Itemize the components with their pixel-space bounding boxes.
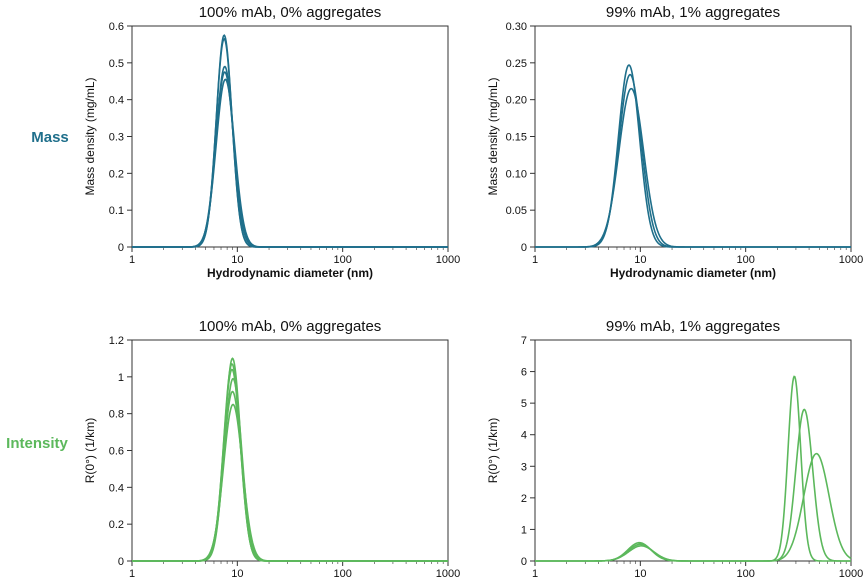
- y-tick-label: 0.20: [506, 95, 527, 107]
- series-line-1: [132, 357, 448, 562]
- y-tick-label: 0: [118, 242, 124, 254]
- series-line-4: [132, 377, 448, 562]
- row-label-intensity: Intensity: [6, 435, 68, 452]
- x-tick-label: 10: [231, 568, 243, 580]
- y-tick-label: 0.10: [506, 168, 527, 180]
- y-tick-label: 0.6: [109, 21, 124, 33]
- chart-title: 99% mAb, 1% aggregates: [606, 4, 780, 21]
- x-axis-label: Hydrodynamic diameter (nm): [207, 266, 373, 280]
- y-tick-label: 0: [521, 556, 527, 568]
- y-tick-label: 0.15: [506, 132, 527, 144]
- series-line-1: [535, 375, 851, 562]
- y-axis-label: Mass density (mg/mL): [486, 77, 500, 195]
- y-axis-label: Mass density (mg/mL): [83, 77, 97, 195]
- series-line-4: [132, 71, 448, 248]
- y-tick-label: 0.30: [506, 21, 527, 33]
- series-line-3: [132, 368, 448, 562]
- y-tick-label: 0.5: [109, 58, 124, 70]
- x-tick-label: 100: [333, 568, 351, 580]
- series-line-5: [132, 78, 448, 248]
- x-tick-label: 1: [129, 254, 135, 266]
- plot-frame: [131, 25, 449, 248]
- x-tick-label: 10: [634, 568, 646, 580]
- x-tick-label: 1000: [436, 254, 460, 266]
- x-tick-label: 1: [532, 254, 538, 266]
- y-tick-label: 4: [521, 430, 527, 442]
- chart-panel-3: 100% mAb, 0% aggregates 1 10 100 1000 0 0.2 0.4…: [83, 318, 460, 580]
- y-axis-label: R(0°) (1/km): [486, 418, 500, 483]
- plot-frame: [534, 25, 852, 248]
- y-tick-label: 6: [521, 367, 527, 379]
- x-tick-label: 1: [532, 568, 538, 580]
- chart-title: 100% mAb, 0% aggregates: [199, 4, 382, 21]
- series-line-5: [132, 390, 448, 562]
- x-tick-label: 1: [129, 568, 135, 580]
- chart-panel-1: 100% mAb, 0% aggregates 1 10 100 1000 0 0.1 0.2…: [83, 4, 460, 280]
- y-tick-label: 0.2: [109, 519, 124, 531]
- chart-title: 99% mAb, 1% aggregates: [606, 318, 780, 335]
- series-line-2: [132, 37, 448, 248]
- y-tick-label: 5: [521, 398, 527, 410]
- y-tick-label: 0.25: [506, 58, 527, 70]
- row-label-mass: Mass: [31, 129, 69, 146]
- chart-title: 100% mAb, 0% aggregates: [199, 318, 382, 335]
- x-tick-label: 1000: [839, 254, 863, 266]
- x-tick-label: 100: [736, 568, 754, 580]
- series-line-1: [535, 64, 851, 248]
- y-tick-label: 0.1: [109, 205, 124, 217]
- y-tick-label: 0.4: [109, 482, 124, 494]
- y-tick-label: 3: [521, 461, 527, 473]
- y-tick-label: 1.2: [109, 335, 124, 347]
- x-tick-label: 10: [231, 254, 243, 266]
- y-tick-label: 7: [521, 335, 527, 347]
- series-line-3: [132, 65, 448, 248]
- plot-frame: [534, 339, 852, 562]
- x-tick-label: 1000: [839, 568, 863, 580]
- x-tick-label: 10: [634, 254, 646, 266]
- y-tick-label: 0.4: [109, 95, 124, 107]
- y-tick-label: 0.2: [109, 168, 124, 180]
- x-tick-label: 100: [333, 254, 351, 266]
- plot-frame: [131, 339, 449, 562]
- y-tick-label: 2: [521, 493, 527, 505]
- y-tick-label: 0.05: [506, 205, 527, 217]
- series-line-3: [535, 452, 852, 562]
- y-tick-label: 0.3: [109, 132, 124, 144]
- x-tick-label: 1000: [436, 568, 460, 580]
- y-tick-label: 1: [118, 372, 124, 384]
- x-tick-label: 100: [736, 254, 754, 266]
- series-line-2: [132, 362, 448, 562]
- y-tick-label: 1: [521, 524, 527, 536]
- chart-panel-2: 99% mAb, 1% aggregates 1 10 100 1000 0 0.05 0.1…: [486, 4, 863, 280]
- y-tick-label: 0: [521, 242, 527, 254]
- series-line-3: [535, 87, 851, 248]
- x-axis-label: Hydrodynamic diameter (nm): [610, 266, 776, 280]
- y-tick-label: 0: [118, 556, 124, 568]
- y-axis-label: R(0°) (1/km): [83, 418, 97, 483]
- y-tick-label: 0.8: [109, 409, 124, 421]
- series-line-1: [132, 34, 448, 248]
- series-line-6: [132, 403, 448, 562]
- series-line-2: [535, 73, 851, 248]
- y-tick-label: 0.6: [109, 446, 124, 458]
